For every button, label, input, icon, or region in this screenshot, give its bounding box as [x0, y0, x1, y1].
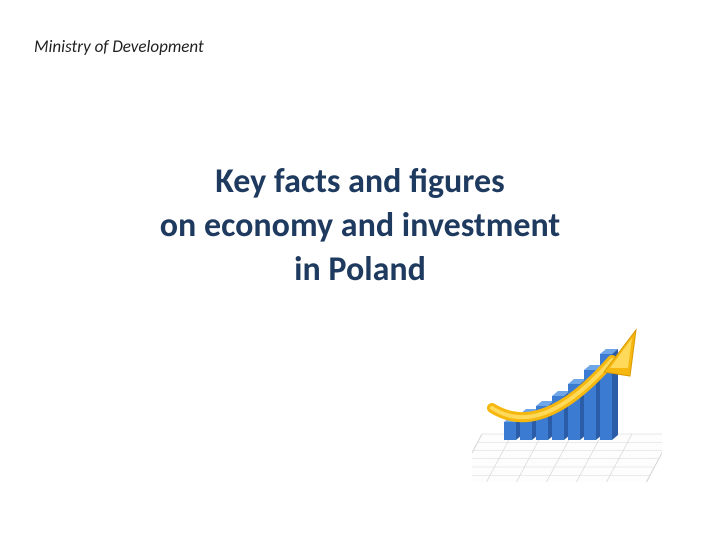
title-line-3: in Poland [0, 248, 720, 292]
chart-graphic [472, 322, 662, 482]
title-line-1: Key facts and figures [0, 160, 720, 204]
growth-chart-icon [472, 322, 662, 482]
title-block: Key facts and figures on economy and inv… [0, 160, 720, 293]
org-header: Ministry of Development [34, 36, 204, 57]
title-line-2: on economy and investment [0, 204, 720, 248]
slide: Ministry of Development Key facts and fi… [0, 0, 720, 540]
bars [504, 349, 618, 440]
